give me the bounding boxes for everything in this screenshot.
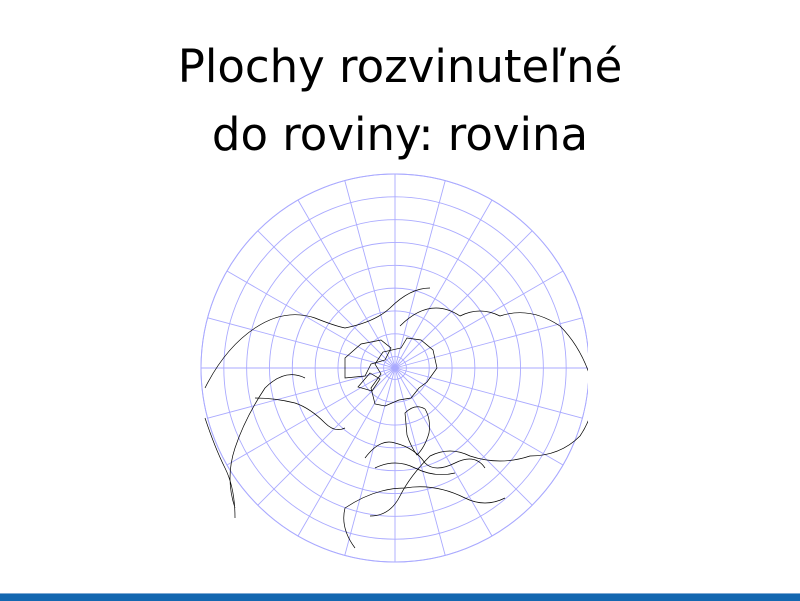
greenland-outline <box>370 337 438 407</box>
footer-bar <box>0 593 800 601</box>
meridian-line <box>394 367 533 506</box>
slide-title-line-1: Plochy rozvinuteľné <box>177 40 623 93</box>
meridian-line <box>257 367 396 506</box>
meridian-line <box>394 270 564 369</box>
alaska-outline <box>254 397 346 430</box>
slide-title-line-2: do roviny: rovina <box>211 108 589 161</box>
meridian-line <box>226 367 396 466</box>
africa-outline <box>343 462 506 549</box>
meridian-line <box>207 317 396 369</box>
meridian-line <box>297 199 396 369</box>
meridian-line <box>394 317 583 369</box>
scandinavia-outline <box>404 406 430 456</box>
graticule <box>200 173 588 563</box>
meridian-line <box>297 367 396 537</box>
meridian-line <box>344 180 396 369</box>
meridian-line <box>344 367 396 556</box>
europe-outline <box>364 441 486 469</box>
meridian-line <box>394 367 564 466</box>
north-america-outline <box>204 287 431 519</box>
meridian-line <box>394 367 583 419</box>
eurasia-outline <box>369 307 588 517</box>
meridian-line <box>394 180 446 369</box>
canadian-arctic-outline <box>344 339 392 392</box>
meridian-line <box>394 367 493 537</box>
meridian-line <box>394 230 533 369</box>
polar-map <box>200 173 588 563</box>
meridian-line <box>394 199 493 369</box>
meridian-line <box>226 270 396 369</box>
coastlines <box>204 287 588 549</box>
meridian-line <box>257 230 396 369</box>
